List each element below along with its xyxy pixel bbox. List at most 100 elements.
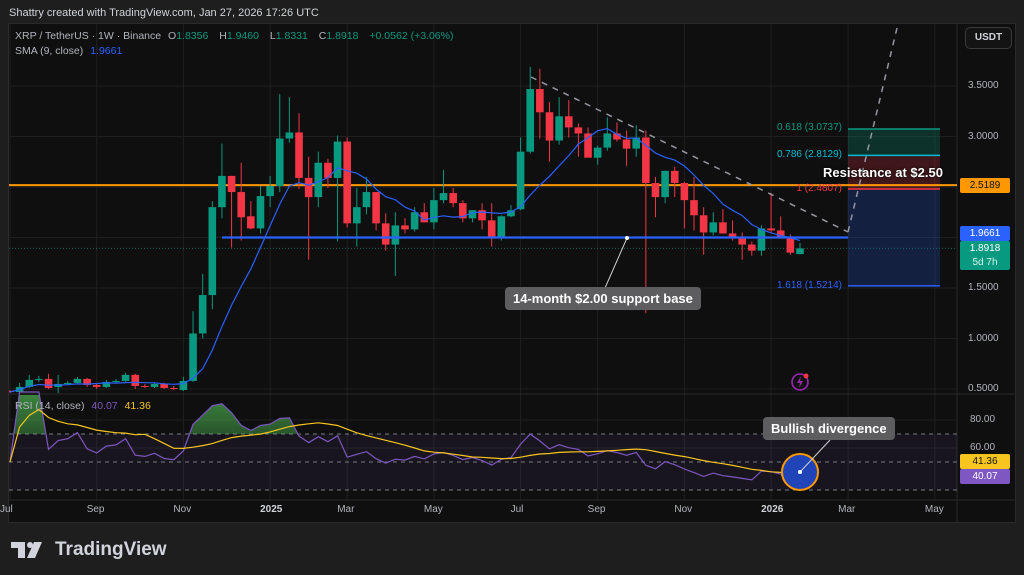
sma-price-badge: 1.9661 [960,226,1010,241]
time-tick-label: Sep [86,504,105,515]
candle-up [757,228,766,251]
candle-up [218,175,226,208]
candle-down [545,112,554,141]
candle-down [767,228,775,231]
brand-name: TradingView [55,539,167,560]
candle-up [112,380,120,382]
symbol-legend[interactable]: XRP / TetherUS · 1W · Binance O1.8356 H1… [15,30,457,42]
candle-down [478,210,486,221]
rsi-value: 40.07 [91,400,118,412]
close-value: 1.8918 [326,30,359,42]
sma-legend[interactable]: SMA (9, close) 1.9661 [15,45,126,57]
candle-up [516,151,525,210]
currency-button[interactable]: USDT [965,27,1012,49]
time-tick-label: Jul [0,504,13,515]
candle-up [64,382,72,384]
lightning-icon[interactable] [789,371,811,393]
price-tick-label: 1.0000 [968,332,999,344]
candle-down [748,244,756,251]
price-tick-label: 1.5000 [968,282,999,293]
fib-label-1618: 1.618 (1.5214) [776,280,842,291]
candle-down [719,222,727,234]
candle-down [420,212,429,223]
candle-up [430,200,438,223]
tradingview-logo[interactable]: TradingView [11,539,167,561]
support-annotation[interactable]: 14-month $2.00 support base [505,287,701,310]
time-tick-label: Mar [337,504,355,515]
symbol-name: XRP / TetherUS · 1W · Binance [15,30,162,42]
candle-up [391,225,400,245]
candle-up [353,207,361,224]
candle-down [728,233,737,239]
price-tick-label: 3.5000 [968,80,999,91]
candle-up [362,192,371,208]
rsi-legend[interactable]: RSI (14, close) 40.07 41.36 [15,400,155,412]
divergence-annotation[interactable]: Bullish divergence [763,417,895,440]
candle-down [670,170,679,183]
candle-down [92,384,101,387]
time-tick-label: Mar [838,504,856,515]
candle-down [564,116,573,128]
last-price-badge: 1.8918 [960,241,1010,256]
time-tick-label: Nov [173,504,192,515]
candle-down [401,225,409,230]
time-tick-label: May [924,504,944,515]
candle-up [709,222,718,233]
candle-up [189,333,197,381]
divergence-annotation-pointer [799,439,831,473]
candle-down [690,200,698,216]
tradingview-logo-icon [11,542,42,558]
candle-down [169,387,178,389]
candle-down [381,223,390,245]
candle-down [372,192,380,224]
candle-up [314,162,323,198]
rsi-tick-label: 80.00 [970,414,996,425]
fib-zone-0618-0786 [848,129,940,156]
fib-label-0786: 0.786 (2.8129) [776,149,842,160]
candle-up [497,216,506,237]
bar-countdown: 5d 7h [960,255,1010,270]
high-value: 1.9460 [226,30,259,42]
fib-extension-tool[interactable] [848,128,940,287]
candle-down [295,132,303,178]
change-value: +0.0562 (+3.06%) [369,30,454,42]
candle-down [83,378,91,385]
resistance-annotation[interactable]: Resistance at $2.50 [823,165,943,180]
candle-up [179,380,188,391]
candle-down [227,175,236,193]
candle-up [796,248,804,255]
candle-up [507,210,515,217]
fib-label-0618: 0.618 (3.0737) [776,122,842,133]
candle-up [35,378,43,380]
candle-down [304,177,313,198]
candle-down [343,141,351,224]
candle-up [150,383,159,387]
time-tick-label: 2025 [260,504,283,515]
candle-up [121,374,130,381]
open-label: O [168,30,177,42]
candle-up [25,379,34,387]
sma-value: 1.9661 [90,45,123,57]
candle-down [642,137,650,183]
rsi-ma-badge: 41.36 [960,454,1010,469]
candle-up [256,196,265,229]
candle-down [487,220,496,237]
high-label: H [219,30,227,42]
candle-down [44,378,53,388]
candle-up [468,210,477,219]
candle-up [198,295,207,334]
candle-up [102,381,111,387]
rsi-ma-line [9,408,801,475]
candle-down [786,238,795,253]
candle-down [680,182,689,201]
candle-down [141,385,149,387]
time-tick-label: Jul [510,504,524,515]
time-tick-label: Sep [587,504,606,515]
candle-up [208,207,217,296]
rsi-label: RSI (14, close) [15,400,85,412]
candle-down [584,133,592,158]
rsi-overbought-fill [10,395,800,434]
rsi-ma-value: 41.36 [124,400,151,412]
candle-down [699,215,708,233]
